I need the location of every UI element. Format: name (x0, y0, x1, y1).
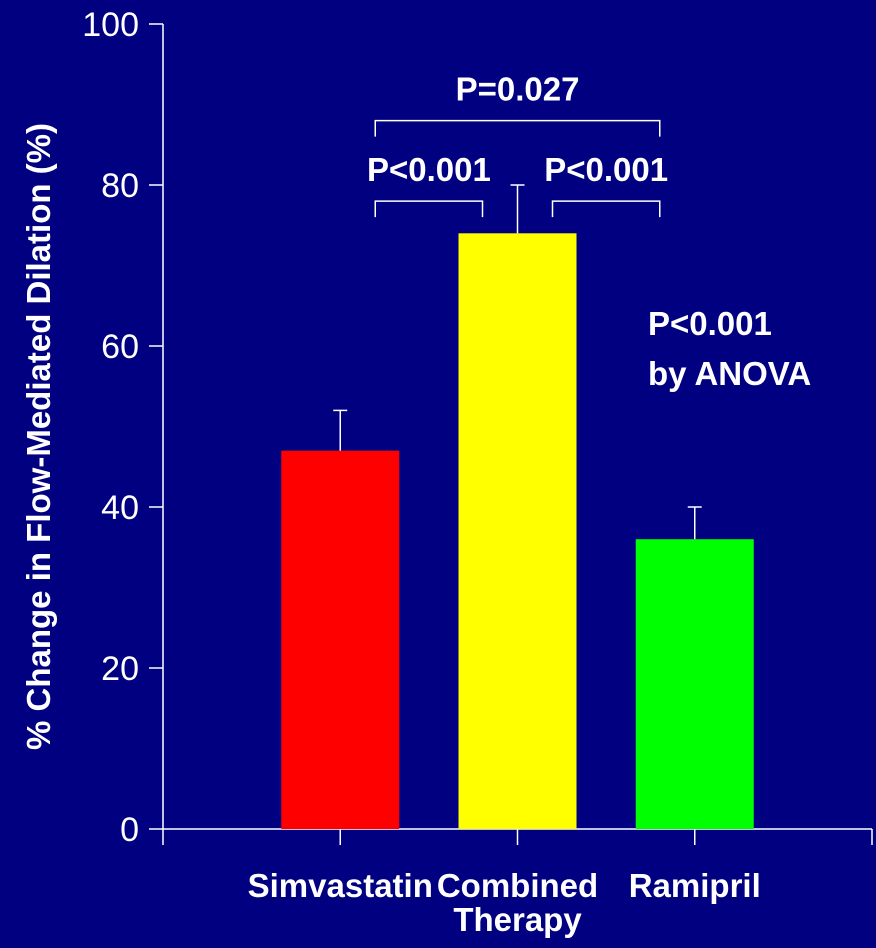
significance-bracket (374, 119, 661, 137)
significance-brackets: P=0.027 P<0.001 P<0.001 (367, 71, 668, 218)
significance-bracket (374, 200, 484, 218)
y-tick-label: 0 (120, 811, 139, 849)
category-label: Therapy (453, 901, 582, 938)
bar-2 (458, 233, 577, 830)
error-bars (333, 184, 702, 540)
y-tick-label: 40 (101, 489, 139, 527)
anova-annotation: P<0.001 (648, 305, 772, 342)
y-tick-label: 80 (101, 167, 139, 205)
bar-1 (281, 450, 400, 829)
anova-annotation: by ANOVA (648, 355, 811, 392)
y-tick-label: 60 (101, 328, 139, 366)
significance-bracket (551, 200, 661, 218)
category-label: Ramipril (629, 867, 761, 904)
p-value-label: P<0.001 (367, 151, 491, 188)
y-axis-title: % Change in Flow-Mediated Dilation (%) (20, 123, 57, 750)
y-tick-label: 100 (82, 6, 139, 44)
axes: 0 20 40 60 80 100 % Change in Flow-Mediated Di… (20, 6, 873, 849)
p-value-label: P<0.001 (544, 151, 668, 188)
y-tick-label: 20 (101, 650, 139, 688)
bar-3 (635, 539, 754, 829)
category-label: Simvastatin (248, 867, 433, 904)
category-label: Combined (437, 867, 598, 904)
p-value-label: P=0.027 (456, 71, 580, 108)
bars (281, 233, 754, 830)
